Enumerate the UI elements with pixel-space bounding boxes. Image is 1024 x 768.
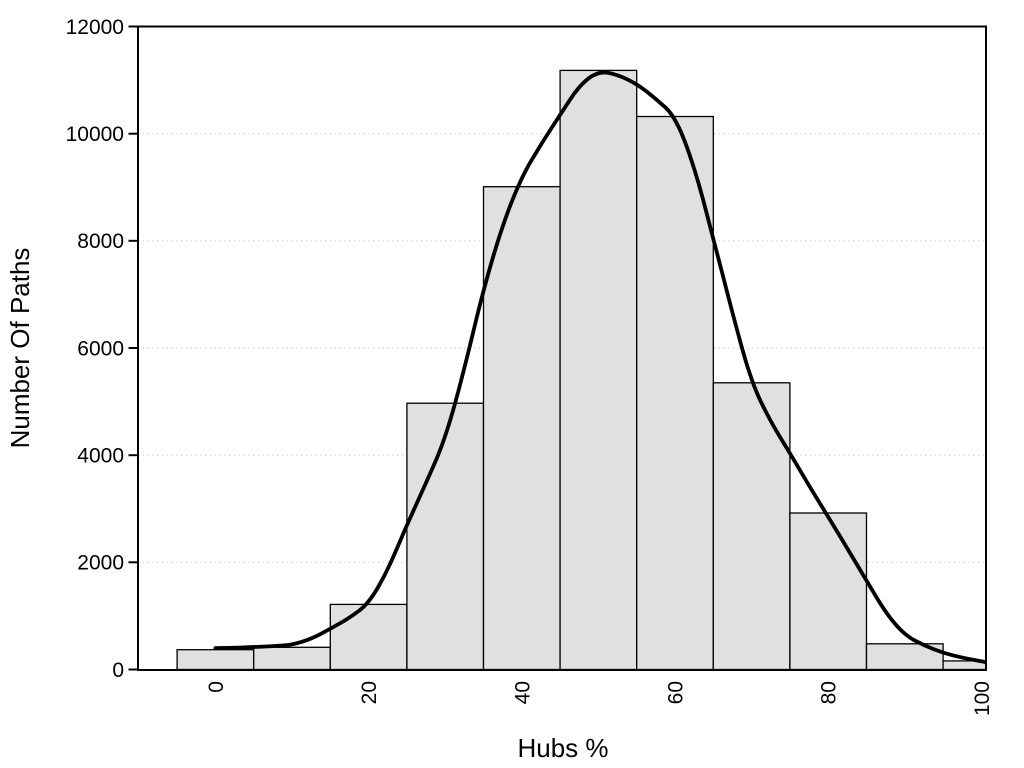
y-tick-label: 6000 — [77, 337, 124, 360]
histogram-bar — [253, 646, 331, 670]
x-tick-label: 80 — [818, 681, 841, 704]
histogram-bars — [176, 69, 986, 670]
y-tick-label: 10000 — [66, 123, 124, 146]
histogram-bar — [329, 603, 408, 670]
x-axis-tick-labels: 0 20 40 60 80 100 — [205, 681, 994, 716]
x-tick-label: 40 — [511, 681, 534, 704]
y-tick-label: 8000 — [77, 230, 124, 253]
y-tick-label: 4000 — [77, 445, 124, 468]
y-tick-label: 0 — [112, 659, 124, 682]
y-axis-tick-labels: 0 2000 4000 6000 8000 10000 12000 — [66, 16, 124, 682]
density-curve — [213, 70, 986, 664]
histogram-bar — [406, 402, 485, 670]
y-tick-label: 2000 — [77, 552, 124, 575]
y-axis-tick-marks — [128, 25, 138, 671]
x-tick-label: 100 — [971, 681, 994, 716]
x-tick-label: 0 — [205, 681, 228, 693]
histogram-bar — [482, 186, 561, 670]
histogram-bar — [176, 649, 255, 670]
x-tick-label: 60 — [665, 681, 688, 704]
histogram-bar — [559, 69, 638, 670]
y-axis-title: Number Of Paths — [5, 248, 35, 449]
density-curve-path — [213, 70, 986, 664]
histogram-bar — [789, 512, 868, 670]
x-tick-label: 20 — [358, 681, 381, 704]
histogram-bar — [712, 382, 791, 670]
y-tick-label: 12000 — [66, 16, 124, 39]
x-axis-title: Hubs % — [517, 733, 608, 763]
